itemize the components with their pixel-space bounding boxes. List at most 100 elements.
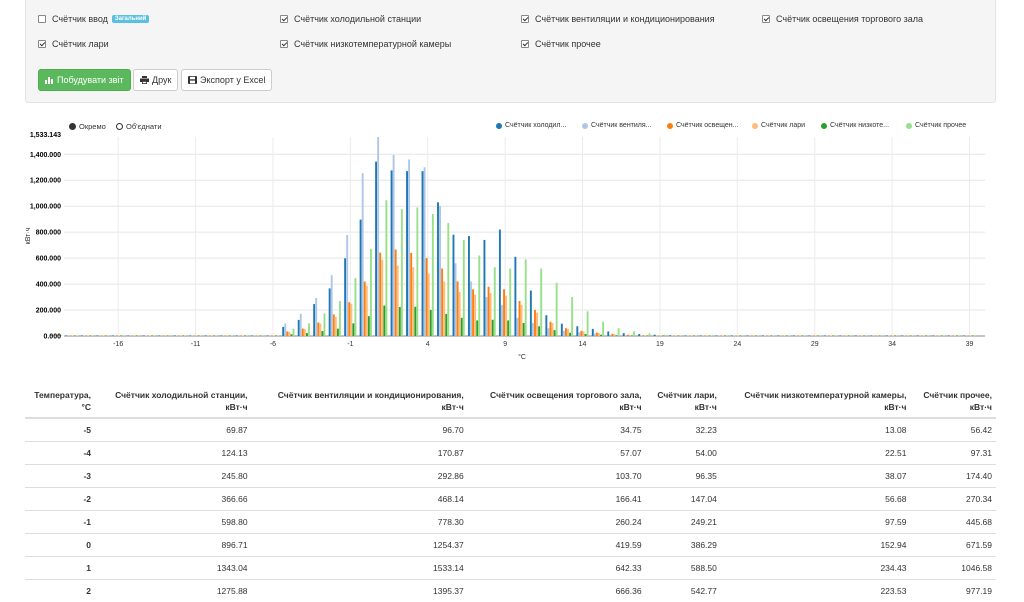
chart-bar[interactable] (468, 236, 470, 336)
chart-bar[interactable] (470, 281, 472, 336)
chart-bar[interactable] (762, 335, 764, 336)
chart-bar[interactable] (786, 335, 788, 336)
chart-bar[interactable] (196, 335, 198, 336)
chart-bar[interactable] (972, 335, 974, 336)
chart-bar[interactable] (824, 335, 826, 336)
chart-bar[interactable] (284, 323, 286, 336)
chart-bar[interactable] (439, 206, 441, 336)
chart-bar[interactable] (616, 335, 618, 336)
chart-bar[interactable] (689, 335, 691, 336)
chart-bar[interactable] (927, 335, 929, 336)
chart-bar[interactable] (795, 335, 797, 336)
chart-bar[interactable] (457, 281, 459, 336)
chart-bar[interactable] (602, 322, 604, 336)
chart-bar[interactable] (578, 332, 580, 336)
chart-bar[interactable] (766, 335, 768, 336)
chart-bar[interactable] (99, 335, 101, 336)
chart-bar[interactable] (716, 335, 718, 336)
chart-bar[interactable] (293, 329, 295, 336)
chart-bar[interactable] (739, 335, 741, 336)
chart-bar[interactable] (908, 335, 910, 336)
chart-bar[interactable] (333, 314, 335, 336)
chart-bar[interactable] (324, 313, 326, 336)
chart-bar[interactable] (298, 320, 300, 336)
chart-bar[interactable] (379, 253, 381, 336)
chart-bar[interactable] (556, 283, 558, 336)
chart-bar[interactable] (112, 335, 114, 336)
chart-bar[interactable] (647, 335, 649, 336)
chart-bar[interactable] (335, 317, 337, 336)
chart-bar[interactable] (755, 335, 757, 336)
chart-bar[interactable] (731, 335, 733, 336)
chart-bar[interactable] (536, 313, 538, 336)
chart-bar[interactable] (426, 258, 428, 336)
chart-bar[interactable] (813, 335, 815, 336)
chart-bar[interactable] (720, 335, 722, 336)
chart-bar[interactable] (194, 335, 196, 336)
chart-bar[interactable] (428, 274, 430, 336)
chart-bar[interactable] (936, 335, 938, 336)
chart-bar[interactable] (780, 335, 782, 336)
chart-bar[interactable] (507, 320, 509, 336)
chart-bar[interactable] (501, 305, 503, 336)
chart-bar[interactable] (85, 335, 87, 336)
chart-bar[interactable] (130, 335, 132, 336)
chart-bar[interactable] (242, 335, 244, 336)
chart-bar[interactable] (627, 335, 629, 336)
chart-bar[interactable] (97, 335, 99, 336)
chart-bar[interactable] (406, 171, 408, 336)
chart-bar[interactable] (607, 331, 609, 336)
chart-bar[interactable] (101, 335, 103, 336)
chart-bar[interactable] (669, 335, 671, 336)
chart-bar[interactable] (741, 335, 743, 336)
chart-bar[interactable] (799, 335, 801, 336)
chart-bar[interactable] (236, 335, 238, 336)
chart-bar[interactable] (364, 282, 366, 336)
chart-bar[interactable] (797, 335, 799, 336)
chart-bar[interactable] (198, 335, 200, 336)
chart-bar[interactable] (948, 335, 950, 336)
chart-bar[interactable] (587, 311, 589, 336)
chart-bar[interactable] (772, 335, 774, 336)
chart-bar[interactable] (768, 335, 770, 336)
chart-bar[interactable] (747, 335, 749, 336)
chart-bar[interactable] (839, 335, 841, 336)
chart-bar[interactable] (718, 335, 720, 336)
chart-bar[interactable] (246, 335, 248, 336)
chart-bar[interactable] (514, 257, 516, 336)
chart-bar[interactable] (399, 307, 401, 336)
chart-bar[interactable] (598, 333, 600, 336)
chart-bar[interactable] (430, 310, 432, 336)
chart-bar[interactable] (366, 286, 368, 336)
chart-bar[interactable] (76, 335, 78, 336)
chart-bar[interactable] (609, 335, 611, 336)
print-button[interactable]: Друк (133, 69, 178, 91)
chart-bar[interactable] (963, 335, 965, 336)
chart-bar[interactable] (455, 263, 457, 336)
chart-bar[interactable] (680, 335, 682, 336)
chart-bar[interactable] (614, 334, 616, 336)
chart-bar[interactable] (350, 304, 352, 336)
chart-bar[interactable] (424, 167, 426, 336)
chart-bar[interactable] (255, 335, 257, 336)
chart-bar[interactable] (302, 329, 304, 336)
chart-bar[interactable] (315, 298, 317, 336)
chart-bar[interactable] (432, 214, 434, 336)
chart-bar[interactable] (209, 335, 211, 336)
chart-bar[interactable] (826, 335, 828, 336)
checkbox-meter-lighting[interactable]: Счётчик освещения торгового зала (762, 14, 923, 24)
chart-bar[interactable] (66, 335, 68, 336)
build-report-button[interactable]: Побудувати звіт (38, 69, 131, 91)
chart-bar[interactable] (974, 335, 976, 336)
chart-bar[interactable] (134, 335, 136, 336)
chart-bar[interactable] (291, 334, 293, 336)
chart-bar[interactable] (671, 335, 673, 336)
chart-bar[interactable] (784, 335, 786, 336)
chart-bar[interactable] (149, 335, 151, 336)
chart-bar[interactable] (220, 335, 222, 336)
chart-bar[interactable] (890, 335, 892, 336)
chart-bar[interactable] (273, 335, 275, 336)
chart-bar[interactable] (817, 335, 819, 336)
chart-bar[interactable] (72, 335, 74, 336)
chart-bar[interactable] (623, 333, 625, 336)
